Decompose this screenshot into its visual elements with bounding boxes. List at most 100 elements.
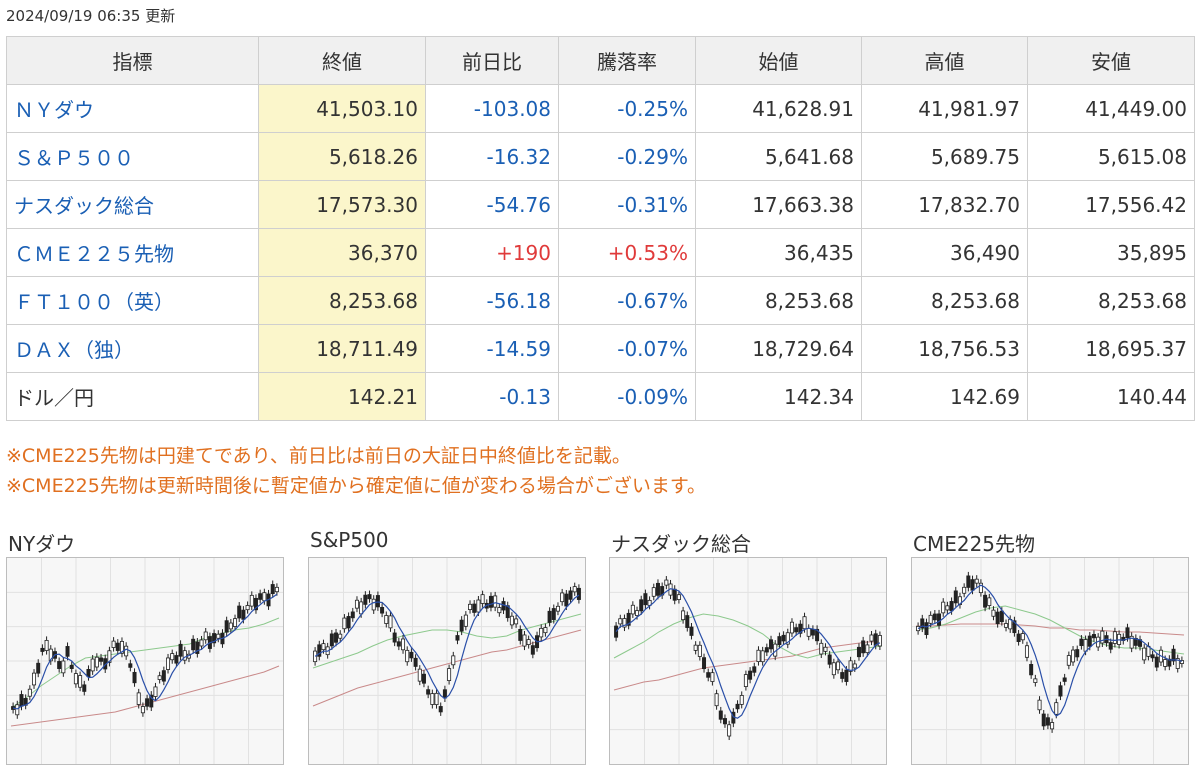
candle-body	[258, 593, 263, 600]
candlestick-chart-nydow	[7, 558, 283, 764]
header-open: 始値	[695, 36, 862, 85]
candle-body	[69, 664, 74, 669]
candle-body	[714, 693, 719, 707]
candle-body	[157, 675, 162, 680]
cell-change: -56.18	[425, 276, 559, 325]
candle-body	[743, 674, 748, 687]
chart-sp500[interactable]	[308, 557, 586, 765]
candle-body	[245, 605, 250, 611]
candle-body	[99, 657, 104, 662]
candle-body	[233, 618, 238, 627]
candle-body	[1045, 717, 1050, 726]
candle-body	[1179, 660, 1184, 664]
moving-average-short	[314, 594, 580, 700]
candle-body	[877, 635, 882, 647]
candle-body	[375, 595, 380, 608]
cell-open: 18,729.64	[695, 324, 862, 373]
cell-high: 36,490	[861, 228, 1028, 277]
candle-body	[823, 646, 828, 652]
candle-body	[140, 706, 145, 714]
candle-body	[430, 693, 435, 705]
candle-body	[82, 684, 87, 692]
candle-body	[1054, 702, 1059, 715]
header-change-rate: 騰落率	[558, 36, 696, 85]
candle-body	[384, 615, 389, 624]
candle-body	[195, 641, 200, 654]
candle-body	[651, 587, 656, 597]
header-indicator: 指標	[6, 36, 259, 85]
candle-body	[987, 597, 992, 606]
candle-body	[844, 669, 849, 682]
candle-body	[1129, 635, 1134, 649]
candle-body	[44, 640, 49, 651]
candle-body	[1012, 620, 1017, 634]
candle-body	[966, 575, 971, 588]
moving-average-short	[615, 588, 881, 719]
candle-body	[346, 616, 351, 629]
candle-body	[689, 626, 694, 636]
candle-body	[547, 610, 552, 623]
candle-body	[785, 632, 790, 645]
candle-body	[924, 622, 929, 636]
candle-body	[434, 692, 439, 706]
candle-body	[468, 603, 473, 610]
candle-body	[564, 593, 569, 607]
candle-body	[1020, 633, 1025, 641]
candle-body	[693, 644, 698, 651]
candle-body	[405, 649, 410, 663]
candle-body	[518, 628, 523, 641]
indicator-name[interactable]: ＣＭＥ２２５先物	[6, 228, 259, 277]
moving-average-mid	[613, 613, 883, 659]
candle-body	[630, 604, 635, 615]
candle-body	[1171, 648, 1176, 662]
candle-body	[655, 582, 660, 596]
cell-change: -14.59	[425, 324, 559, 373]
candle-body	[932, 613, 937, 621]
candle-body	[685, 615, 690, 628]
chart-nasdaq[interactable]	[609, 557, 887, 765]
candle-body	[752, 666, 757, 673]
cell-pct: -0.09%	[558, 372, 696, 421]
candle-body	[983, 594, 988, 608]
candle-body	[396, 641, 401, 647]
candle-body	[681, 610, 686, 621]
candlestick-chart-sp500	[309, 558, 585, 764]
candle-body	[78, 675, 83, 688]
candle-body	[539, 627, 544, 638]
candle-body	[480, 594, 485, 604]
candle-body	[1175, 658, 1180, 669]
candle-body	[132, 671, 137, 684]
candle-body	[568, 590, 573, 600]
candle-body	[61, 660, 66, 674]
candle-body	[73, 673, 78, 685]
candle-body	[1041, 713, 1046, 727]
candle-body	[338, 633, 343, 639]
candle-body	[643, 593, 648, 606]
candle-body	[769, 639, 774, 650]
indicator-name[interactable]: ナスダック総合	[6, 180, 259, 229]
indicator-name[interactable]: ＮＹダウ	[6, 84, 259, 133]
candle-body	[354, 599, 359, 609]
candle-body	[622, 618, 627, 628]
indicator-name[interactable]: Ｓ＆Ｐ５００	[6, 132, 259, 181]
candle-body	[119, 640, 124, 654]
candle-body	[1071, 649, 1076, 663]
candle-body	[48, 648, 53, 662]
candle-body	[530, 645, 535, 655]
indicator-name[interactable]: ＦＴ１００（英）	[6, 276, 259, 325]
cell-change: -0.13	[425, 372, 559, 421]
candle-body	[203, 631, 208, 641]
chart-cme225[interactable]	[911, 557, 1189, 765]
chart-nydow[interactable]	[6, 557, 284, 765]
chart-title-nasdaq: ナスダック総合	[611, 532, 751, 556]
candle-body	[806, 627, 811, 637]
candle-body	[1100, 630, 1105, 644]
candle-body	[253, 597, 258, 611]
cell-high: 8,253.68	[861, 276, 1028, 325]
cell-change: -103.08	[425, 84, 559, 133]
indicator-name[interactable]: ＤＡＸ（独）	[6, 324, 259, 373]
candle-body	[40, 647, 45, 652]
candle-body	[413, 657, 418, 667]
header-low: 安値	[1027, 36, 1195, 85]
candle-body	[497, 607, 502, 614]
